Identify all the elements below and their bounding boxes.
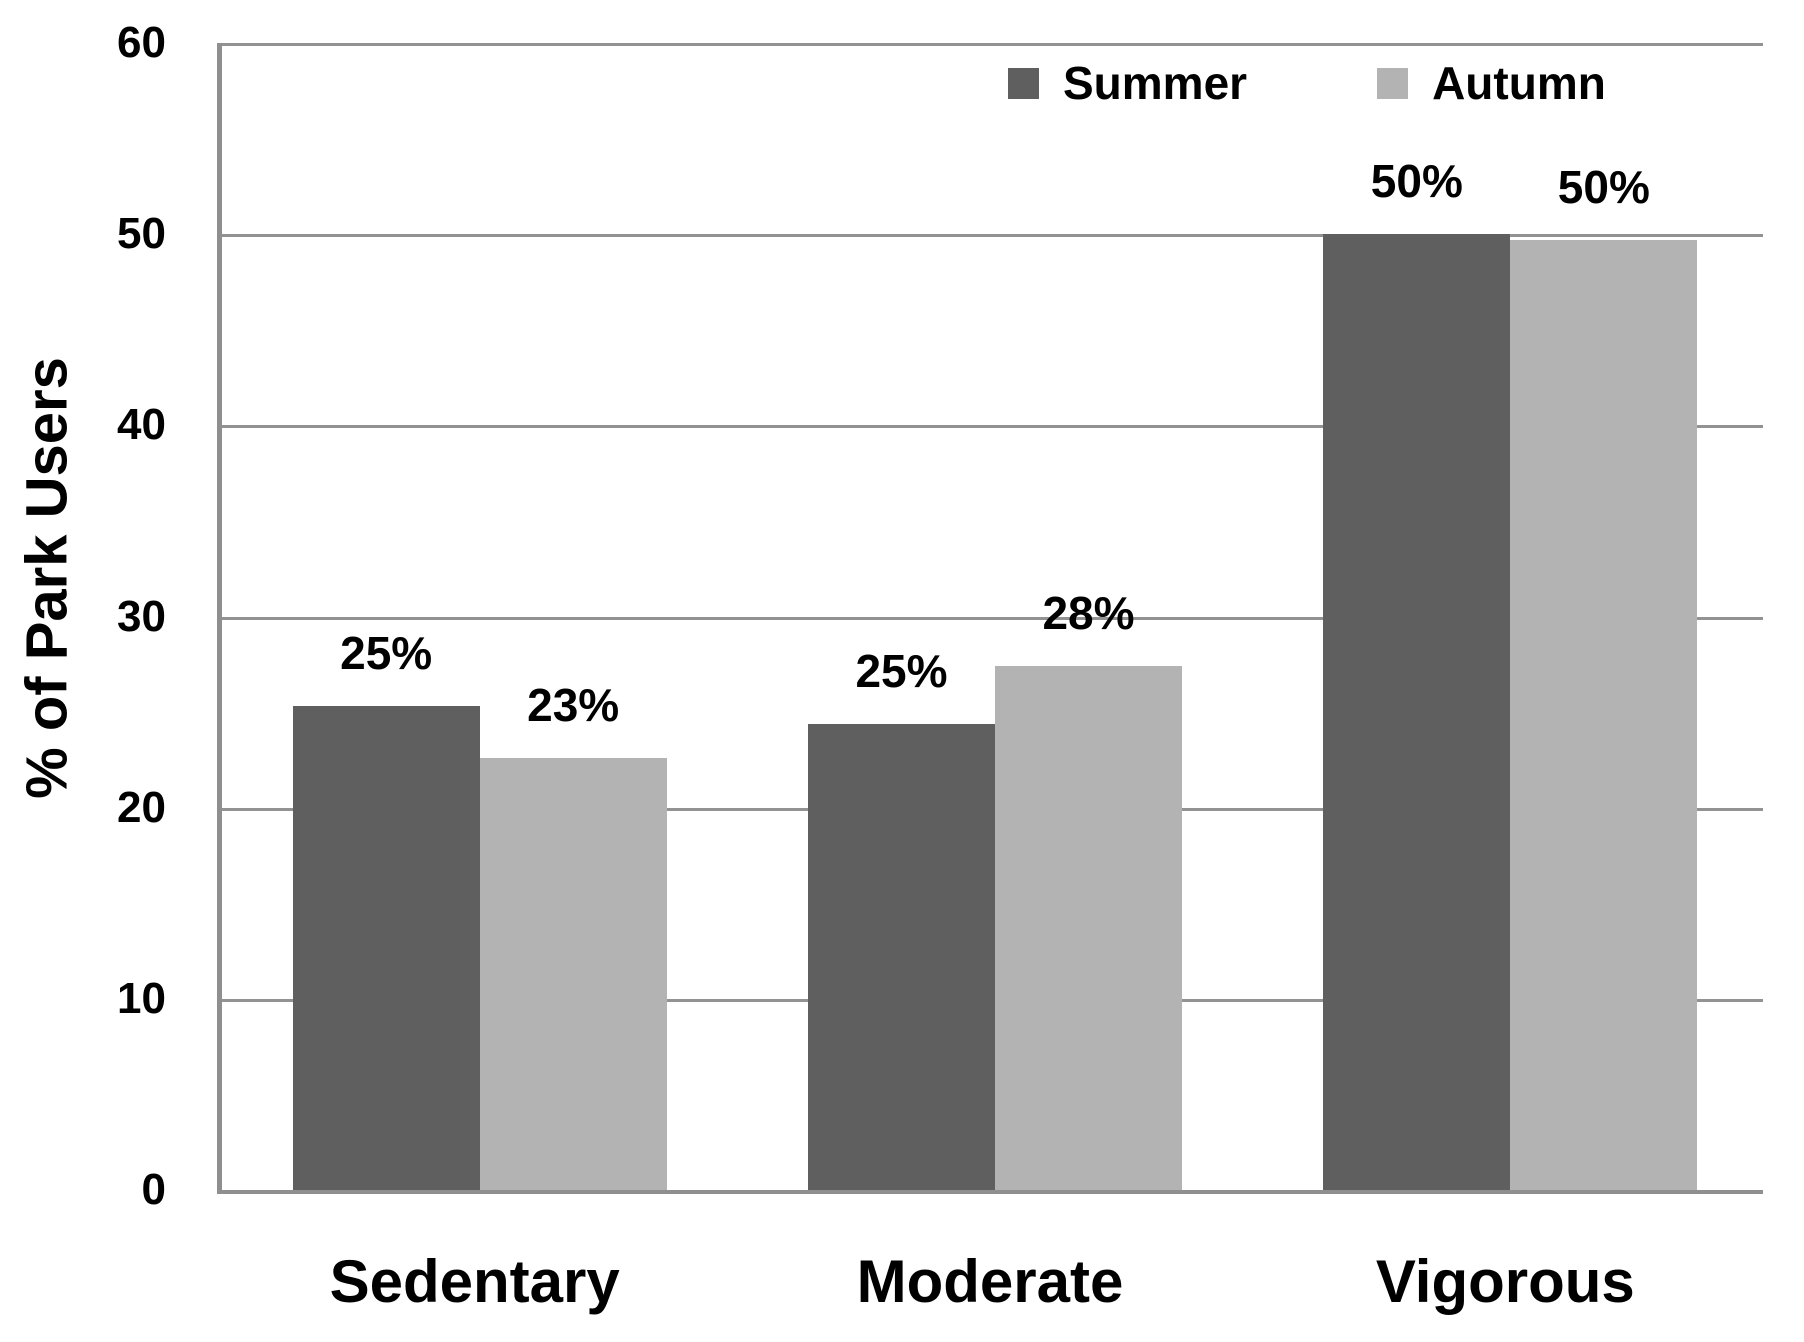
legend-label-autumn: Autumn <box>1432 57 1606 109</box>
y-tick-label-20: 20 <box>117 782 166 832</box>
bar-autumn-vigorous <box>1510 239 1698 1190</box>
gridline-40 <box>222 425 1763 429</box>
legend-swatch-summer <box>1008 67 1039 99</box>
y-tick-label-50: 50 <box>117 209 166 259</box>
bar-summer-vigorous <box>1323 234 1511 1190</box>
plot-area: 25% 23% 25% 28% 50% 50% <box>217 43 1763 1194</box>
data-label-autumn-sedentary: 23% <box>527 678 620 731</box>
data-label-summer-moderate: 25% <box>855 644 948 697</box>
y-tick-label-30: 30 <box>117 591 166 641</box>
data-label-autumn-moderate: 28% <box>1042 587 1135 640</box>
gridline-30 <box>222 616 1763 620</box>
y-tick-label-60: 60 <box>117 18 166 67</box>
y-tick-label-0: 0 <box>141 1165 166 1214</box>
bar-summer-moderate <box>808 723 995 1190</box>
gridline-60 <box>222 43 1763 46</box>
legend-item-autumn: Autumn <box>1377 60 1606 106</box>
gridline-50 <box>222 234 1763 238</box>
category-label-sedentary: Sedentary <box>329 1248 620 1315</box>
legend: Summer Autumn <box>1008 60 1606 106</box>
legend-swatch-autumn <box>1377 67 1409 99</box>
legend-label-summer: Summer <box>1063 57 1248 109</box>
bar-autumn-sedentary <box>479 757 667 1190</box>
legend-item-summer: Summer <box>1008 60 1247 106</box>
y-tick-label-40: 40 <box>117 400 166 450</box>
data-label-autumn-vigorous: 50% <box>1557 160 1650 213</box>
bar-autumn-moderate <box>995 666 1182 1190</box>
bar-summer-sedentary <box>292 706 480 1190</box>
category-label-moderate: Moderate <box>856 1248 1124 1315</box>
category-label-vigorous: Vigorous <box>1375 1248 1635 1315</box>
data-label-summer-sedentary: 25% <box>340 627 433 680</box>
y-tick-label-10: 10 <box>117 973 166 1023</box>
data-label-summer-vigorous: 50% <box>1370 155 1463 208</box>
